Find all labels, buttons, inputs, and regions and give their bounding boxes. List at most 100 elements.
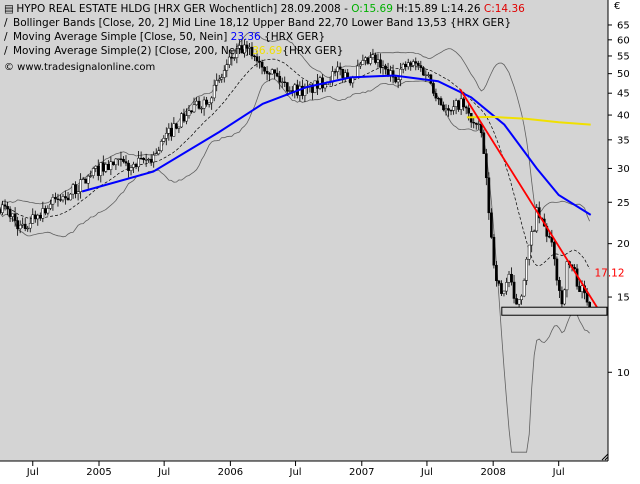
candle-body	[195, 100, 198, 106]
candle-body	[401, 63, 405, 70]
candle-body	[255, 56, 259, 62]
candle-body	[404, 63, 408, 68]
candle-body	[472, 122, 476, 124]
candle-body	[338, 66, 342, 70]
candle-body	[530, 231, 534, 246]
x-axis: Jul 2005 Jul 2006 Jul 2007 Jul 2008 Jul	[26, 461, 565, 478]
candle-body	[217, 78, 221, 81]
candle-body	[386, 68, 390, 76]
candle-body	[532, 230, 536, 232]
candle-body	[18, 224, 22, 230]
candle-body	[94, 165, 98, 169]
candle-body	[484, 153, 488, 179]
candle-body	[429, 74, 433, 84]
candle-body	[13, 213, 17, 221]
candle-body	[457, 100, 460, 110]
candle-body	[427, 74, 430, 76]
candle-body	[507, 273, 511, 283]
candle-body	[270, 69, 274, 75]
candle-body	[71, 184, 75, 195]
candle-body	[149, 158, 153, 163]
trendline: 17.12	[459, 88, 625, 311]
candle-body	[144, 159, 148, 161]
line-icon: /	[4, 31, 8, 43]
ma50-suffix: {HRX GER}	[264, 31, 326, 43]
candle-body	[187, 110, 191, 116]
candle-body	[129, 167, 133, 171]
candle-body	[38, 214, 42, 219]
y-axis: 10 15 20 25 30 35 40 45 50 55 60 65	[608, 20, 630, 379]
y-tick-label: 60	[617, 35, 630, 46]
candle-body	[66, 197, 70, 201]
candle-body	[227, 56, 231, 65]
candle-body	[510, 273, 513, 283]
ma200-value: 36.69	[252, 45, 283, 57]
y-axis-unit: €	[614, 1, 620, 12]
candle-body	[192, 104, 196, 113]
candle-body	[76, 191, 80, 195]
candle-body	[396, 79, 400, 83]
candle-body	[384, 65, 387, 70]
candle-body	[414, 61, 418, 64]
candle-body	[154, 153, 158, 156]
candle-body	[560, 290, 564, 305]
support-box	[501, 306, 608, 316]
candle-body	[235, 48, 239, 58]
candle-body	[41, 208, 45, 219]
candle-body	[117, 158, 120, 160]
x-tick-label: Jul	[157, 467, 170, 478]
candle-body	[114, 158, 118, 166]
candle-body	[159, 141, 163, 152]
candle-body	[565, 261, 569, 291]
candle-body	[394, 76, 397, 83]
x-tick-label: 2006	[218, 467, 243, 478]
candle-body	[555, 258, 559, 281]
y-tick-label: 65	[617, 20, 630, 31]
candle-body	[200, 107, 203, 110]
x-tick-label: 2008	[480, 467, 505, 478]
resize-grip-icon[interactable]	[601, 453, 609, 461]
candle-body	[134, 163, 138, 168]
candle-body	[492, 237, 496, 266]
high-value: H:15.89	[396, 3, 438, 15]
candle-body	[515, 298, 518, 305]
candle-body	[273, 69, 277, 74]
legend-price: ▤ HYPO REAL ESTATE HLDG [HRX GER Wochent…	[4, 3, 525, 15]
candle-body	[182, 113, 186, 122]
candle-body	[442, 104, 445, 111]
candle-body	[268, 73, 271, 75]
candle-body	[164, 133, 168, 139]
candle-body	[0, 209, 2, 213]
candle-body	[444, 108, 448, 111]
candle-body	[278, 75, 282, 83]
candle-body	[288, 90, 292, 92]
candle-body	[275, 72, 279, 77]
legend-bollinger: / Bollinger Bands [Close, 20, 2] Mid Line…	[4, 17, 511, 29]
candle-body	[225, 64, 229, 71]
candle-body	[59, 199, 62, 201]
candle-body	[44, 208, 47, 214]
candle-body	[424, 74, 428, 76]
candle-body	[341, 69, 345, 78]
candle-body	[280, 81, 284, 83]
candle-body	[137, 157, 140, 168]
candle-body	[369, 57, 372, 64]
candle-body	[550, 236, 554, 243]
candle-body	[535, 207, 539, 232]
close-value: C:14.36	[483, 3, 525, 15]
candle-body	[107, 163, 110, 170]
candle-body	[265, 70, 269, 74]
candle-body	[285, 82, 289, 92]
y-tick-label: 25	[617, 198, 630, 209]
candle-body	[467, 107, 471, 114]
y-tick-label: 20	[617, 239, 630, 250]
candle-body	[525, 258, 528, 281]
support-zone	[501, 306, 608, 316]
plot-background	[0, 0, 608, 461]
y-tick-label: 50	[617, 69, 630, 80]
candle-body	[8, 208, 12, 217]
candle-body	[101, 162, 105, 172]
candle-body	[419, 65, 423, 68]
